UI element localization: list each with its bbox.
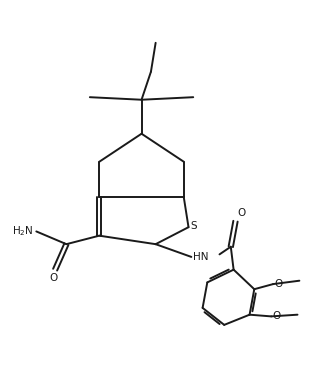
Text: HN: HN (193, 252, 209, 262)
Text: O: O (237, 208, 245, 217)
Text: S: S (190, 221, 197, 231)
Text: H$_2$N: H$_2$N (12, 224, 34, 238)
Text: O: O (49, 273, 58, 283)
Text: O: O (274, 279, 283, 289)
Text: O: O (272, 311, 281, 321)
